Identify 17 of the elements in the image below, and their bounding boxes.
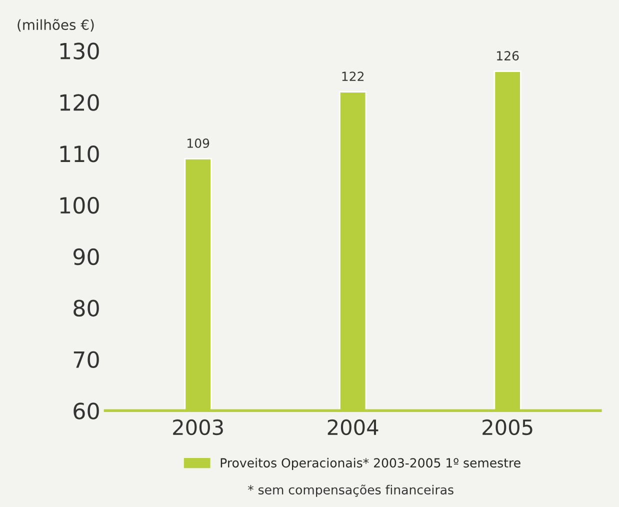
x-tick-label: 2004 [328, 419, 378, 436]
data-label: 126 [497, 51, 519, 61]
y-tick-label: 90 [73, 248, 99, 266]
y-axis-title: (milhões €) [18, 19, 94, 32]
y-tick-label: 110 [60, 146, 99, 162]
data-label: 109 [188, 138, 210, 148]
x-tick-label: 2005 [482, 419, 532, 436]
y-tick-label: 80 [74, 300, 99, 317]
y-tick-label: 60 [74, 402, 99, 420]
x-tick-label: 2003 [173, 419, 223, 436]
y-tick-label: 70 [74, 351, 99, 368]
y-tick-label: 120 [60, 94, 99, 111]
y-tick-label: 130 [60, 42, 99, 60]
text: * sem compensações financeiras [248, 484, 454, 497]
y-tick-label: 100 [60, 196, 99, 214]
legend-label: Proveitos Operacionais* 2003-2005 1º semestre [220, 458, 520, 470]
data-label: 122 [342, 72, 364, 81]
